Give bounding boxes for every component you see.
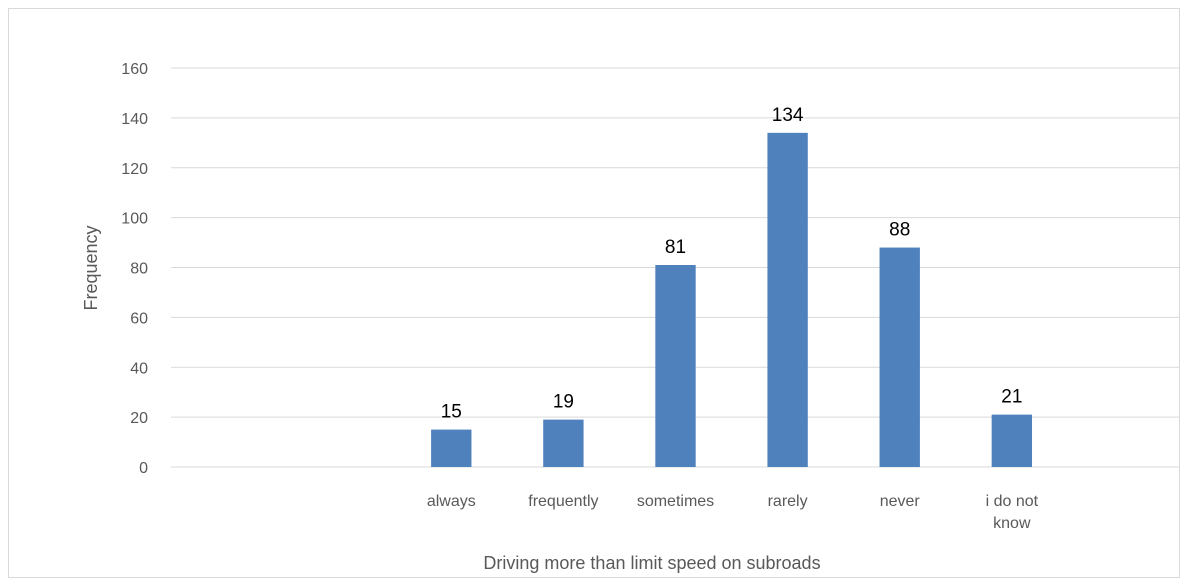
bars (431, 132, 1033, 467)
x-tick-label: frequently (528, 493, 598, 510)
data-label: 19 (553, 392, 574, 413)
y-tick-label: 160 (121, 61, 148, 78)
bar (655, 265, 696, 467)
y-tick-label: 0 (139, 460, 148, 477)
y-tick-label: 80 (130, 261, 148, 278)
x-tick-label: always (427, 493, 476, 510)
y-tick-label: 20 (130, 410, 148, 427)
y-tick-label: 140 (121, 111, 148, 128)
bar (879, 247, 920, 467)
data-label: 88 (889, 220, 910, 241)
y-axis-ticks: 0 20 40 60 80 100 120 140 160 (121, 61, 148, 477)
y-tick-label: 100 (121, 211, 148, 228)
y-axis-title: Frequency (81, 225, 101, 310)
y-tick-label: 120 (121, 161, 148, 178)
bar (767, 132, 808, 467)
x-tick-label: i do not know (986, 493, 1039, 532)
y-tick-label: 60 (130, 310, 148, 327)
x-tick-label: rarely (768, 493, 808, 510)
data-label: 21 (1001, 387, 1022, 408)
data-label: 15 (441, 402, 462, 423)
x-tick-label: never (880, 493, 921, 510)
x-axis-ticks: always frequently sometimes rarely never i do… (427, 493, 1039, 532)
bar (991, 414, 1033, 467)
x-axis-title: Driving more than limit speed on subroad… (483, 553, 820, 573)
bar (431, 429, 472, 467)
x-tick-label: sometimes (637, 493, 714, 510)
data-labels: 15 19 81 134 88 21 (441, 105, 1023, 423)
data-label: 134 (772, 105, 804, 126)
chart-frame (8, 8, 1180, 578)
data-label: 81 (665, 237, 686, 258)
bar (543, 419, 584, 467)
y-tick-label: 40 (130, 360, 148, 377)
